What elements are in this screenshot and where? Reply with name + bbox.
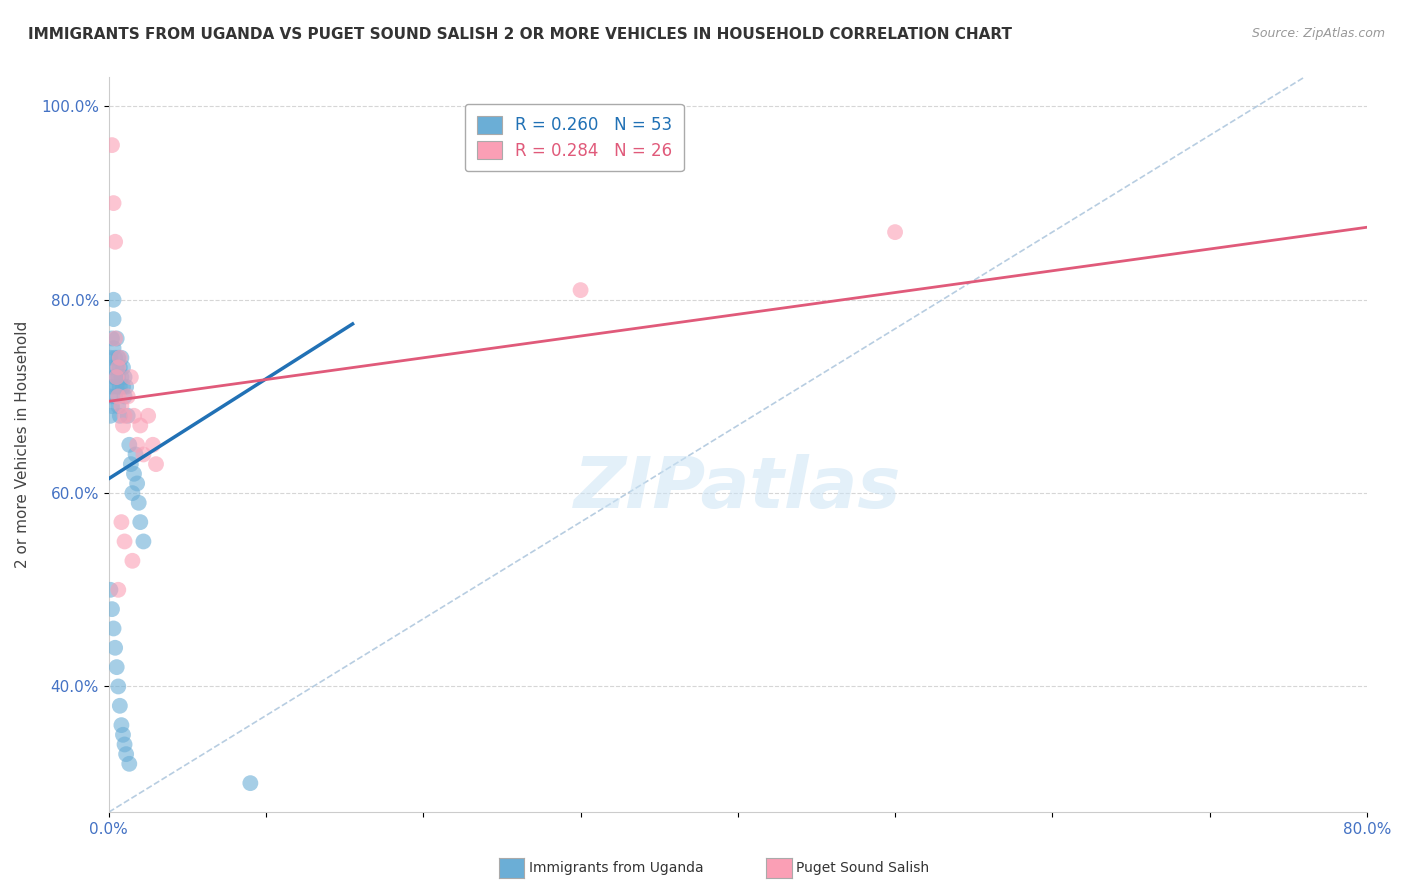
Point <box>108 698 131 713</box>
Point <box>110 370 132 384</box>
Point <box>100 582 122 597</box>
Point <box>117 389 139 403</box>
Point <box>145 457 167 471</box>
Point <box>100 389 122 403</box>
Text: Puget Sound Salish: Puget Sound Salish <box>796 861 929 875</box>
Point <box>132 447 155 461</box>
Point <box>122 467 145 481</box>
Point <box>121 486 143 500</box>
Point <box>101 602 124 616</box>
Y-axis label: 2 or more Vehicles in Household: 2 or more Vehicles in Household <box>15 321 30 568</box>
Point <box>107 680 129 694</box>
Point <box>142 438 165 452</box>
Point <box>101 360 124 375</box>
Point <box>128 496 150 510</box>
Point <box>111 418 134 433</box>
Text: Source: ZipAtlas.com: Source: ZipAtlas.com <box>1251 27 1385 40</box>
Point <box>104 370 127 384</box>
Point <box>115 747 138 761</box>
Point <box>129 418 152 433</box>
Point <box>104 235 127 249</box>
Point <box>103 370 125 384</box>
Point <box>100 409 122 423</box>
Point <box>114 409 136 423</box>
Point <box>108 360 131 375</box>
Point <box>103 622 125 636</box>
Point <box>111 360 134 375</box>
Point <box>105 370 128 384</box>
Point <box>110 718 132 732</box>
Point <box>107 389 129 403</box>
Point <box>120 457 142 471</box>
Point <box>884 225 907 239</box>
Point <box>127 476 149 491</box>
Point <box>110 399 132 413</box>
Point <box>105 360 128 375</box>
Point <box>569 283 592 297</box>
Point <box>104 331 127 345</box>
Point <box>101 399 124 413</box>
Point <box>129 515 152 529</box>
Point <box>101 138 124 153</box>
Point <box>104 389 127 403</box>
Text: Immigrants from Uganda: Immigrants from Uganda <box>529 861 703 875</box>
Point <box>114 389 136 403</box>
Point <box>108 351 131 365</box>
Point <box>103 341 125 355</box>
Point <box>105 660 128 674</box>
Point <box>114 370 136 384</box>
Point <box>118 438 141 452</box>
Point <box>100 351 122 365</box>
Point <box>124 447 146 461</box>
Point <box>105 380 128 394</box>
Point <box>107 351 129 365</box>
Point <box>101 380 124 394</box>
Point <box>103 196 125 211</box>
Point <box>136 409 159 423</box>
Legend: R = 0.260   N = 53, R = 0.284   N = 26: R = 0.260 N = 53, R = 0.284 N = 26 <box>465 104 683 171</box>
Point <box>110 515 132 529</box>
Point <box>107 360 129 375</box>
Point <box>105 331 128 345</box>
Point <box>120 370 142 384</box>
Point <box>132 534 155 549</box>
Point <box>104 351 127 365</box>
Text: IMMIGRANTS FROM UGANDA VS PUGET SOUND SALISH 2 OR MORE VEHICLES IN HOUSEHOLD COR: IMMIGRANTS FROM UGANDA VS PUGET SOUND SA… <box>28 27 1012 42</box>
Point <box>111 380 134 394</box>
Point <box>118 756 141 771</box>
Point <box>122 409 145 423</box>
Point <box>127 438 149 452</box>
Point <box>103 293 125 307</box>
Point <box>107 399 129 413</box>
Point <box>117 409 139 423</box>
Point <box>111 728 134 742</box>
Point <box>104 640 127 655</box>
Point <box>108 409 131 423</box>
Point <box>110 351 132 365</box>
Point <box>114 534 136 549</box>
Text: ZIPatlas: ZIPatlas <box>574 454 901 524</box>
Point <box>101 331 124 345</box>
Point <box>239 776 262 790</box>
Point <box>107 582 129 597</box>
Point <box>103 312 125 326</box>
Point <box>115 380 138 394</box>
Point <box>108 380 131 394</box>
Point <box>107 370 129 384</box>
Point <box>114 738 136 752</box>
Point <box>121 554 143 568</box>
